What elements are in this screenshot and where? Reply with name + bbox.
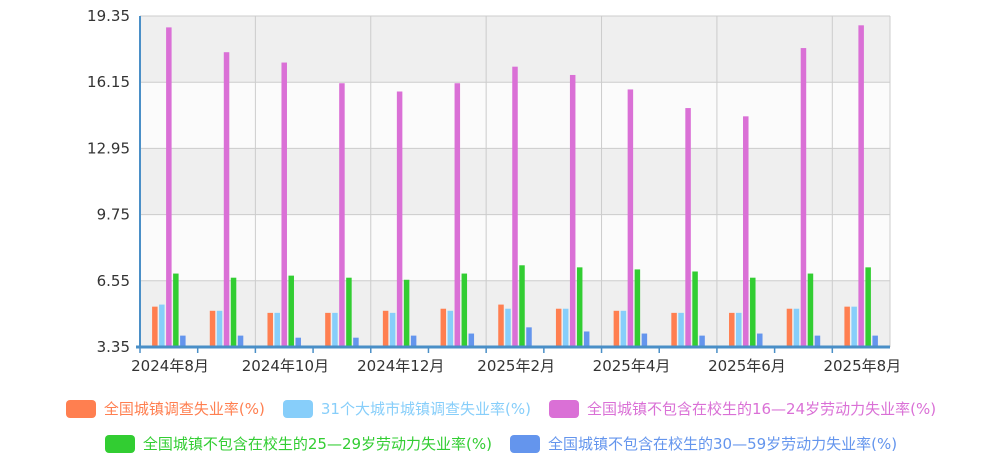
bar-series-2 [389,312,396,347]
x-tick-label: 2024年12月 [357,357,444,375]
bar-series-5 [353,337,359,347]
bar-series-1 [209,310,216,347]
bar-series-4 [403,279,410,347]
legend-swatch [548,399,579,418]
bar-series-3 [454,83,461,347]
bar-series-5 [872,335,878,347]
legend-label: 全国城镇不包含在校生的30—59岁劳动力失业率(%) [548,435,898,453]
legend-item-5[interactable]: 全国城镇不包含在校生的30—59岁劳动力失业率(%) [510,433,897,454]
bar-series-1 [382,310,389,347]
bar-series-2 [505,308,511,347]
x-tick-label: 2025年6月 [708,357,786,375]
bar-series-2 [159,304,165,347]
x-tick-label: 2024年8月 [131,357,209,375]
legend-swatch [282,399,313,418]
bar-series-5 [468,333,475,347]
bar-series-4 [230,277,237,347]
bar-series-5 [641,333,648,347]
bar-series-5 [410,335,417,347]
bar-series-3 [396,91,403,348]
bar-series-3 [223,52,230,347]
bar-series-3 [685,108,691,347]
legend-item-1[interactable]: 全国城镇调查失业率(%) [65,398,265,419]
bar-series-1 [671,312,677,347]
legend-label: 全国城镇调查失业率(%) [103,400,265,418]
bar-series-4 [807,273,814,347]
unemployment-bar-chart: 3.35 6.55 9.75 12.95 16.15 19.35 2024年8月 2024年1… [87,7,901,375]
bar-series-1 [555,308,562,347]
bar-series-1 [729,312,735,347]
bar-series-2 [274,312,280,347]
x-tick-label: 2025年4月 [593,357,671,375]
bar-series-1 [498,304,504,347]
bar-series-1 [844,306,850,347]
legend-row-1: 全国城镇调查失业率(%) 31个大城市城镇调查失业率(%) 全国城镇不包含在校生的1… [0,398,1002,419]
bar-series-3 [627,89,634,348]
bar-series-1 [613,310,620,347]
legend-swatch [510,434,540,453]
bar-series-3 [512,66,518,347]
bar-series-2 [736,312,742,347]
bar-series-3 [800,48,807,348]
legend-label: 全国城镇不包含在校生的25—29岁劳动力失业率(%) [142,435,492,453]
y-tick-label: 9.75 [97,206,130,224]
bar-series-4 [461,273,468,347]
bar-series-4 [173,273,179,347]
bar-series-5 [180,335,186,347]
y-tick-label: 3.35 [97,338,130,356]
legend-item-2[interactable]: 31个大城市城镇调查失业率(%) [282,398,531,419]
y-tick-label: 6.55 [97,272,130,290]
bar-series-4 [576,267,583,347]
bar-series-2 [447,310,454,347]
bar-series-1 [440,308,447,347]
legend-label: 全国城镇不包含在校生的16—24岁劳动力失业率(%) [586,400,937,418]
legend-swatch [104,434,135,453]
x-tick-label: 2024年10月 [242,357,329,375]
bar-series-1 [325,312,331,347]
bar-series-3 [166,27,172,348]
bar-series-4 [634,269,641,347]
bar-series-2 [562,308,569,347]
bar-series-2 [620,310,627,347]
bar-series-3 [743,116,749,347]
legend-item-3[interactable]: 全国城镇不包含在校生的16—24岁劳动力失业率(%) [548,398,937,419]
legend-label: 31个大城市城镇调查失业率(%) [320,400,531,418]
bar-series-5 [237,335,244,347]
bar-series-4 [750,277,756,347]
bar-series-5 [295,337,301,347]
x-tick-label: 2025年8月 [823,357,901,375]
bar-series-3 [281,62,287,347]
y-tick-label: 16.15 [87,73,130,91]
bar-series-2 [216,310,223,347]
bar-series-3 [339,83,345,347]
legend-item-4[interactable]: 全国城镇不包含在校生的25—29岁劳动力失业率(%) [104,433,492,454]
bar-series-2 [851,306,857,347]
bar-series-4 [692,271,698,347]
bar-series-3 [569,74,576,347]
legend-swatch [65,399,96,418]
bar-series-4 [288,275,294,347]
bar-series-1 [267,312,273,347]
bar-series-5 [526,327,532,347]
bar-series-1 [152,306,158,347]
bar-series-4 [519,265,525,347]
bar-series-5 [699,335,705,347]
bar-series-2 [332,312,338,347]
y-tick-label: 12.95 [87,139,130,157]
bar-series-2 [793,308,800,347]
bar-series-3 [858,25,864,347]
x-tick-label: 2025年2月 [477,357,555,375]
bar-series-1 [786,308,793,347]
bar-series-5 [583,331,590,347]
bar-series-5 [814,335,821,347]
bar-series-4 [346,277,352,347]
bar-series-5 [757,333,763,347]
legend-row-2: 全国城镇不包含在校生的25—29岁劳动力失业率(%) 全国城镇不包含在校生的30—… [0,433,1002,454]
bar-series-4 [865,267,871,347]
y-tick-label: 19.35 [87,7,130,25]
bar-series-2 [678,312,684,347]
